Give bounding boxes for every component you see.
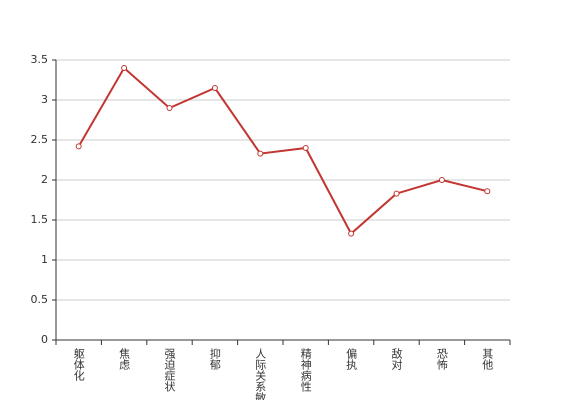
x-tick-label: 焦虑 (118, 348, 131, 370)
point (257, 150, 264, 157)
y-tick-label: 0 (41, 333, 48, 346)
point (302, 145, 309, 151)
x-tick-label: 偏执 (345, 347, 358, 371)
y-tick-label: 2.5 (31, 133, 49, 146)
point (75, 143, 82, 150)
y-tick-label: 1.5 (31, 213, 49, 226)
point (121, 65, 128, 71)
y-tick-label: 2 (41, 173, 48, 186)
point (211, 85, 218, 91)
point (393, 190, 400, 197)
point (438, 177, 445, 183)
x-tick-label: 恐怖 (435, 348, 448, 370)
y-tick-label: 1 (41, 253, 48, 266)
point (484, 188, 491, 195)
point (348, 230, 355, 237)
y-tick-label: 3.5 (31, 53, 49, 66)
y-tick-label: 3 (41, 93, 48, 106)
line (77, 66, 488, 236)
y-tick-label: 0.5 (31, 293, 49, 306)
x-tick-label: 精神病性 (299, 348, 312, 393)
x-tick-label: 抑郁 (208, 347, 221, 370)
x-tick-label: 其他 (481, 348, 494, 370)
x-tick-label: 强迫症状 (163, 348, 176, 392)
x-tick-label: 躯体化 (72, 348, 85, 382)
point (166, 105, 173, 111)
x-tick-label: 敌对 (390, 347, 403, 370)
x-tick-label: 人际关系敏感 (254, 348, 267, 400)
